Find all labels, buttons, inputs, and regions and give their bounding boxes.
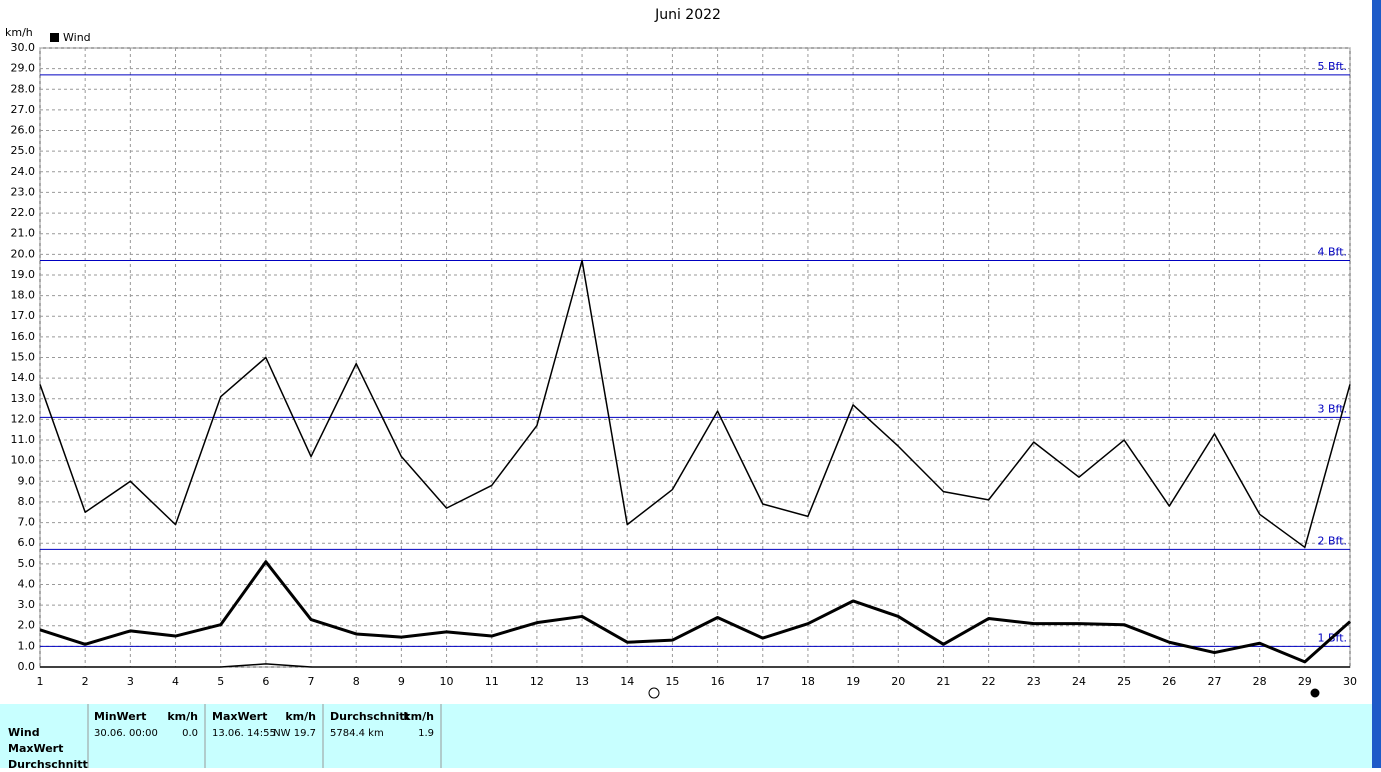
y-tick-label: 15.0 xyxy=(11,351,36,364)
y-tick-label: 18.0 xyxy=(11,289,36,302)
stat-value: NW 19.7 xyxy=(273,728,316,739)
y-tick-label: 20.0 xyxy=(11,247,36,260)
x-tick-label: 4 xyxy=(172,675,179,688)
x-tick-label: 1 xyxy=(37,675,44,688)
x-tick-label: 26 xyxy=(1162,675,1176,688)
x-tick-label: 23 xyxy=(1027,675,1041,688)
y-tick-label: 12.0 xyxy=(11,412,36,425)
row-label: Durchschnitt xyxy=(8,758,88,768)
y-tick-label: 24.0 xyxy=(11,165,36,178)
y-tick-label: 28.0 xyxy=(11,82,36,95)
series-line xyxy=(40,663,1350,668)
beaufort-label: 3 Bft. xyxy=(1317,402,1347,415)
y-axis-label: km/h xyxy=(5,26,33,39)
x-tick-label: 24 xyxy=(1072,675,1086,688)
stats-panel xyxy=(0,704,1372,768)
x-tick-label: 5 xyxy=(217,675,224,688)
y-tick-label: 1.0 xyxy=(18,639,36,652)
y-tick-label: 27.0 xyxy=(11,103,36,116)
desktop-strip xyxy=(1372,0,1381,768)
y-tick-label: 25.0 xyxy=(11,144,36,157)
x-tick-label: 7 xyxy=(308,675,315,688)
y-tick-label: 3.0 xyxy=(18,598,36,611)
stat-value: 1.9 xyxy=(418,728,434,739)
x-tick-label: 11 xyxy=(485,675,499,688)
x-tick-label: 27 xyxy=(1207,675,1221,688)
y-tick-label: 14.0 xyxy=(11,371,36,384)
y-tick-label: 0.0 xyxy=(18,660,36,673)
beaufort-label: 5 Bft. xyxy=(1317,60,1347,73)
column-unit: km/h xyxy=(285,710,316,723)
y-tick-label: 16.0 xyxy=(11,330,36,343)
x-tick-label: 2 xyxy=(82,675,89,688)
row-label: Wind xyxy=(8,726,40,739)
stat-value: 0.0 xyxy=(182,728,198,739)
x-tick-label: 25 xyxy=(1117,675,1131,688)
x-tick-label: 20 xyxy=(891,675,905,688)
beaufort-label: 4 Bft. xyxy=(1317,246,1347,259)
chart-title: Juni 2022 xyxy=(654,7,721,23)
x-tick-label: 19 xyxy=(846,675,860,688)
y-tick-label: 10.0 xyxy=(11,454,36,467)
y-tick-label: 26.0 xyxy=(11,124,36,137)
y-tick-label: 23.0 xyxy=(11,185,36,198)
moon-icon xyxy=(648,687,660,699)
y-tick-label: 22.0 xyxy=(11,206,36,219)
x-tick-label: 28 xyxy=(1253,675,1267,688)
legend-label: Wind xyxy=(63,31,91,44)
y-tick-label: 9.0 xyxy=(18,474,36,487)
x-tick-label: 9 xyxy=(398,675,405,688)
x-tick-label: 18 xyxy=(801,675,815,688)
y-tick-label: 4.0 xyxy=(18,577,36,590)
x-tick-label: 10 xyxy=(440,675,454,688)
x-tick-label: 6 xyxy=(262,675,269,688)
row-label: MaxWert xyxy=(8,742,63,755)
y-tick-label: 11.0 xyxy=(11,433,36,446)
y-tick-label: 2.0 xyxy=(18,619,36,632)
y-tick-label: 7.0 xyxy=(18,516,36,529)
x-tick-label: 13 xyxy=(575,675,589,688)
y-tick-label: 6.0 xyxy=(18,536,36,549)
series-line xyxy=(39,560,1351,664)
beaufort-label: 2 Bft. xyxy=(1317,534,1347,547)
x-tick-label: 29 xyxy=(1298,675,1312,688)
y-tick-label: 29.0 xyxy=(11,62,36,75)
x-tick-label: 17 xyxy=(756,675,770,688)
legend-swatch xyxy=(50,33,59,42)
x-tick-label: 22 xyxy=(982,675,996,688)
y-tick-label: 19.0 xyxy=(11,268,36,281)
y-tick-label: 8.0 xyxy=(18,495,36,508)
stat-time: 13.06. 14:55 xyxy=(212,728,276,739)
column-unit: km/h xyxy=(403,710,434,723)
y-tick-label: 21.0 xyxy=(11,227,36,240)
y-tick-label: 5.0 xyxy=(18,557,36,570)
x-tick-label: 3 xyxy=(127,675,134,688)
moon-icon xyxy=(1310,688,1320,698)
column-header: MaxWert xyxy=(212,710,267,723)
x-tick-label: 15 xyxy=(665,675,679,688)
stat-time: 30.06. 00:00 xyxy=(94,728,158,739)
x-tick-label: 14 xyxy=(620,675,634,688)
column-header: Durchschnitt xyxy=(330,710,410,723)
y-tick-label: 13.0 xyxy=(11,392,36,405)
column-unit: km/h xyxy=(167,710,198,723)
series-line xyxy=(39,259,1351,549)
y-tick-label: 30.0 xyxy=(11,41,36,54)
x-tick-label: 12 xyxy=(530,675,544,688)
stat-time: 5784.4 km xyxy=(330,728,384,739)
x-tick-label: 8 xyxy=(353,675,360,688)
x-tick-label: 30 xyxy=(1343,675,1357,688)
y-tick-label: 17.0 xyxy=(11,309,36,322)
x-tick-label: 21 xyxy=(936,675,950,688)
column-header: MinWert xyxy=(94,710,146,723)
x-tick-label: 16 xyxy=(711,675,725,688)
